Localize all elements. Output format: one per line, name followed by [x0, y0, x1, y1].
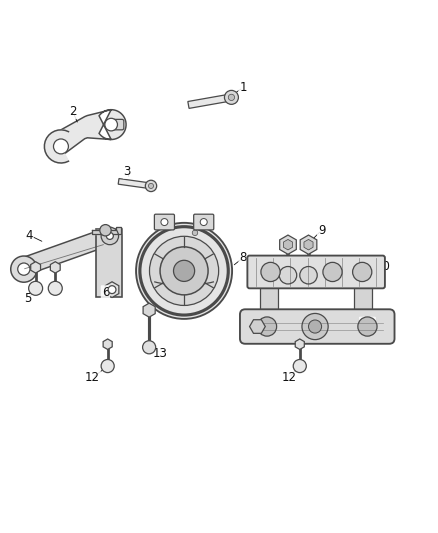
Polygon shape — [44, 130, 68, 163]
Circle shape — [105, 118, 117, 131]
Polygon shape — [61, 110, 126, 156]
Text: 6: 6 — [102, 286, 109, 299]
Circle shape — [302, 313, 328, 340]
Circle shape — [279, 266, 297, 284]
Circle shape — [200, 219, 207, 225]
Circle shape — [53, 139, 68, 154]
Circle shape — [300, 266, 317, 284]
Circle shape — [11, 256, 37, 282]
Text: 11: 11 — [360, 318, 375, 330]
FancyBboxPatch shape — [247, 256, 385, 288]
Polygon shape — [103, 339, 112, 350]
Text: 3: 3 — [124, 165, 131, 178]
Circle shape — [228, 94, 235, 101]
Circle shape — [106, 232, 113, 239]
Circle shape — [293, 359, 306, 373]
FancyBboxPatch shape — [240, 309, 395, 344]
Text: 8: 8 — [239, 251, 247, 264]
Circle shape — [101, 359, 114, 373]
Polygon shape — [250, 320, 265, 333]
Polygon shape — [304, 239, 313, 250]
Circle shape — [160, 247, 208, 295]
Circle shape — [189, 227, 201, 239]
Polygon shape — [300, 235, 317, 254]
FancyBboxPatch shape — [96, 229, 122, 297]
Polygon shape — [295, 339, 304, 350]
Circle shape — [308, 320, 321, 333]
Circle shape — [101, 227, 119, 245]
FancyBboxPatch shape — [354, 286, 372, 317]
Text: 1: 1 — [239, 81, 247, 94]
Circle shape — [136, 223, 232, 319]
Text: 12: 12 — [85, 372, 100, 384]
Polygon shape — [50, 262, 60, 273]
Polygon shape — [92, 227, 121, 234]
Circle shape — [224, 91, 238, 104]
Polygon shape — [31, 262, 41, 273]
Polygon shape — [283, 239, 293, 250]
Circle shape — [148, 183, 154, 189]
Polygon shape — [188, 94, 232, 108]
Text: 2: 2 — [69, 105, 77, 118]
Polygon shape — [118, 179, 152, 189]
Circle shape — [173, 260, 194, 281]
Circle shape — [143, 341, 155, 354]
Text: 12: 12 — [281, 372, 297, 384]
Circle shape — [18, 263, 30, 275]
Circle shape — [261, 262, 280, 281]
Text: 5: 5 — [25, 292, 32, 305]
FancyBboxPatch shape — [261, 286, 278, 317]
Text: 7: 7 — [202, 224, 210, 237]
Circle shape — [48, 281, 62, 295]
Text: 9: 9 — [318, 224, 325, 237]
Circle shape — [161, 219, 168, 225]
Polygon shape — [143, 303, 155, 317]
Circle shape — [192, 230, 198, 236]
FancyBboxPatch shape — [194, 214, 214, 230]
Text: 10: 10 — [375, 260, 390, 273]
Circle shape — [145, 180, 157, 191]
Circle shape — [323, 262, 342, 281]
Circle shape — [100, 224, 111, 236]
Circle shape — [353, 262, 372, 281]
Polygon shape — [105, 282, 119, 297]
FancyBboxPatch shape — [110, 119, 124, 130]
Circle shape — [28, 281, 42, 295]
Polygon shape — [155, 230, 196, 244]
Circle shape — [358, 317, 377, 336]
Polygon shape — [16, 228, 114, 279]
Text: 4: 4 — [25, 229, 33, 241]
Circle shape — [108, 286, 116, 294]
Text: 13: 13 — [152, 348, 167, 360]
Polygon shape — [280, 235, 296, 254]
Circle shape — [149, 236, 219, 305]
FancyBboxPatch shape — [154, 214, 174, 230]
Circle shape — [258, 317, 277, 336]
